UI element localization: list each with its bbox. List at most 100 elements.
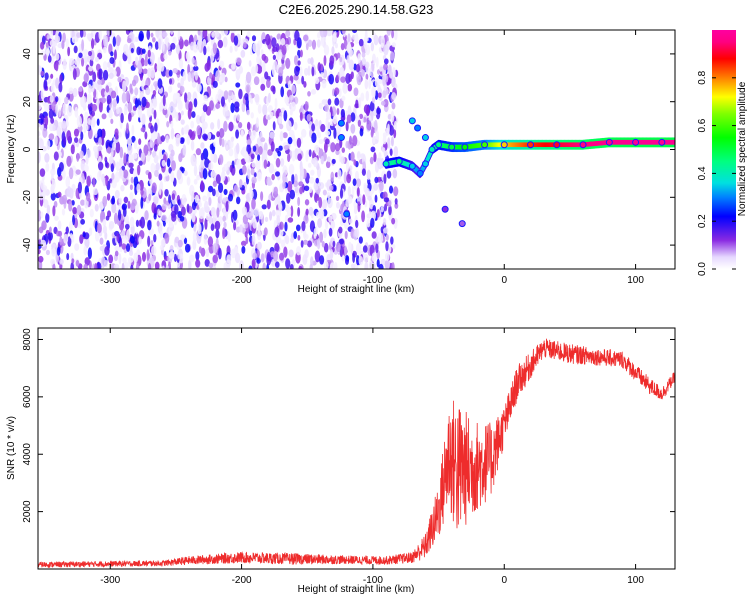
noise-blob (161, 31, 168, 38)
noise-blob (363, 253, 369, 263)
noise-blob (66, 105, 73, 117)
noise-blob (393, 128, 397, 139)
noise-blob (185, 51, 190, 61)
noise-blob (358, 255, 364, 266)
noise-blob (210, 151, 215, 163)
noise-blob (59, 258, 64, 265)
noise-blob (388, 204, 392, 216)
noise-blob (240, 240, 247, 247)
noise-blob (110, 90, 117, 99)
signal-point (448, 143, 456, 151)
noise-blob (107, 61, 111, 68)
noise-blob (50, 82, 55, 93)
noise-blob (193, 98, 198, 108)
branch-point (337, 119, 345, 127)
noise-blob (178, 58, 184, 69)
noise-blob (219, 191, 223, 203)
noise-blob (153, 143, 158, 152)
noise-blob (75, 169, 81, 175)
noise-blob (38, 103, 42, 110)
noise-blob (97, 79, 102, 85)
noise-blob (222, 227, 226, 240)
noise-blob (166, 121, 170, 128)
noise-blob (128, 162, 134, 168)
noise-blob (225, 110, 231, 121)
noise-blob (220, 170, 226, 182)
noise-blob (183, 125, 189, 135)
noise-blob (256, 49, 261, 57)
noise-blob (169, 244, 174, 252)
noise-blob (123, 152, 127, 164)
signal-point (382, 160, 390, 168)
noise-blob (120, 184, 125, 192)
noise-blob (122, 257, 127, 264)
noise-blob (114, 128, 119, 137)
noise-blob (43, 79, 48, 90)
noise-blob (251, 130, 257, 139)
noise-blob (94, 132, 98, 139)
noise-blob (382, 191, 388, 200)
noise-blob (364, 261, 369, 269)
noise-blob (326, 110, 332, 120)
noise-blob (285, 235, 290, 245)
noise-blob (246, 109, 250, 116)
noise-blob (166, 158, 171, 168)
noise-blob (170, 30, 174, 35)
noise-blob (230, 248, 237, 259)
noise-blob (235, 219, 239, 226)
noise-blob (286, 120, 292, 132)
noise-blob (157, 56, 161, 68)
noise-blob (171, 193, 176, 201)
noise-blob (104, 246, 110, 256)
noise-blob (370, 129, 374, 138)
noise-blob (308, 149, 312, 157)
noise-blob (207, 132, 212, 140)
noise-blob (225, 200, 229, 213)
noise-blob (380, 258, 386, 266)
noise-blob (111, 202, 117, 214)
noise-blob (394, 202, 399, 209)
noise-blob (386, 30, 392, 36)
noise-blob (361, 51, 366, 58)
snr-frame (37, 327, 676, 570)
noise-blob (257, 154, 261, 161)
snr-x-tick-label: -100 (363, 575, 383, 586)
noise-blob (76, 152, 80, 162)
noise-blob (333, 185, 337, 192)
noise-blob (178, 153, 183, 163)
noise-blob (316, 211, 320, 219)
noise-blob (261, 53, 267, 61)
noise-blob (217, 182, 224, 194)
noise-blob (146, 249, 150, 262)
noise-blob (40, 70, 45, 77)
noise-blob (144, 210, 149, 221)
noise-blob (264, 216, 269, 223)
noise-blob (146, 105, 152, 118)
noise-blob (71, 36, 77, 44)
noise-blob (221, 138, 225, 148)
noise-blob (333, 30, 337, 37)
noise-blob (215, 103, 221, 109)
noise-blob (191, 201, 197, 211)
noise-blob (208, 162, 214, 171)
noise-blob (257, 104, 262, 114)
noise-blob (104, 160, 108, 168)
noise-blob (376, 107, 381, 115)
noise-blob (382, 90, 387, 99)
noise-blob (40, 211, 44, 219)
noise-blob (154, 169, 159, 177)
noise-blob (370, 62, 375, 73)
noise-blob (158, 210, 163, 217)
noise-blob (168, 194, 172, 204)
noise-blob (84, 124, 89, 131)
noise-blob (203, 200, 209, 213)
noise-blob (283, 144, 290, 150)
noise-blob (72, 214, 75, 226)
noise-blob (74, 243, 80, 251)
noise-blob (52, 263, 56, 269)
noise-blob (373, 34, 379, 46)
noise-blob (65, 176, 71, 188)
noise-blob (308, 176, 315, 184)
signal-point (579, 141, 587, 149)
noise-blob (369, 101, 375, 112)
